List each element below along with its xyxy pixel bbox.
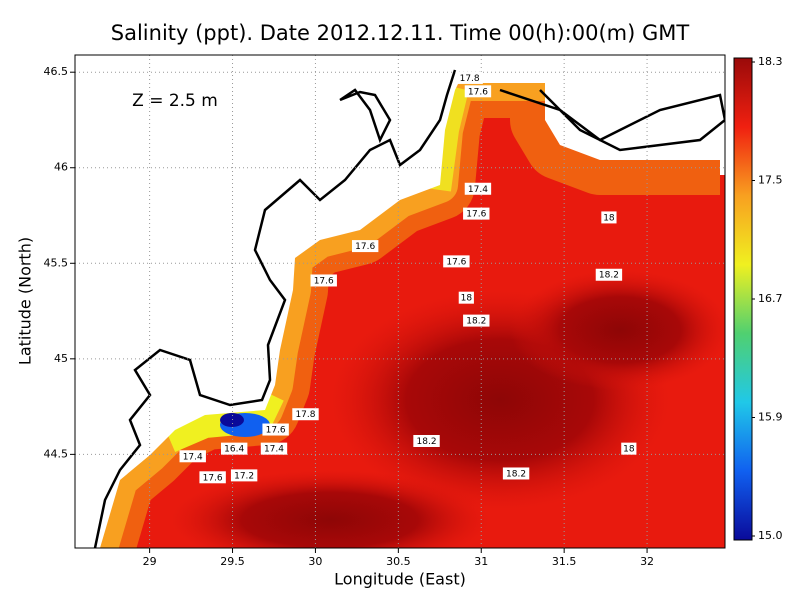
- x-tick-label: 29.5: [220, 555, 245, 568]
- coastline: [93, 69, 457, 548]
- contour-label-box: [463, 207, 490, 220]
- contour-label: 17.8: [460, 74, 480, 84]
- x-tick-label: 32: [640, 555, 654, 568]
- contour-label-box: [502, 467, 530, 480]
- y-tick-label: 46.5: [44, 65, 69, 78]
- contour-label: 18.2: [506, 469, 526, 479]
- contour-label: 18.2: [466, 317, 486, 327]
- contour-label: 17.2: [234, 471, 254, 481]
- chart-title: Salinity (ppt). Date 2012.12.11. Time 00…: [111, 21, 690, 45]
- contour-label-box: [179, 450, 206, 463]
- contour-label-box: [230, 469, 258, 482]
- y-tick-label: 46: [54, 161, 68, 174]
- high-salinity-area: [170, 470, 490, 548]
- contour-label-box: [458, 291, 474, 304]
- contour-label: 16.4: [224, 445, 244, 455]
- colorbar-tick-label: 18.3: [758, 55, 783, 68]
- contour-label: 18.2: [599, 271, 619, 281]
- contour-label: 17.4: [264, 445, 284, 455]
- contour-label-box: [464, 182, 492, 195]
- contour-label-box: [443, 255, 470, 268]
- plot-frame: [74, 54, 726, 549]
- x-tick-label: 31.5: [552, 555, 577, 568]
- coastline: [499, 88, 725, 152]
- contour-label-box: [621, 442, 637, 455]
- contour-label: 17.4: [468, 185, 488, 195]
- contour-label-box: [220, 442, 248, 455]
- contour-label: 18: [603, 213, 615, 223]
- contour-label-box: [292, 408, 319, 421]
- contour-label: 17.6: [466, 210, 486, 220]
- fresh-plume: [220, 413, 244, 427]
- contour-label: 18: [623, 445, 635, 455]
- contour-label: 17.6: [468, 87, 488, 97]
- coastline: [339, 88, 392, 144]
- contour-label: 17.6: [266, 426, 286, 436]
- y-tick-label: 44.5: [44, 447, 69, 460]
- contour-label-box: [595, 268, 623, 281]
- contour-label: 17.6: [203, 473, 223, 483]
- map-field: [75, 55, 725, 548]
- contour-label-box: [464, 85, 492, 98]
- y-tick-label: 45.5: [44, 256, 69, 269]
- colorbar-tick-label: 15.9: [758, 411, 783, 424]
- contour-label-box: [262, 423, 289, 436]
- colorbar: 15.0 15.9 16.7 17.5 18.3: [733, 55, 783, 542]
- contour-label-box: [463, 314, 490, 327]
- contour-label-box: [413, 434, 440, 447]
- contour-label-box: [310, 274, 337, 287]
- contour-label-box: [601, 211, 617, 224]
- y-axis-label: Latitude (North): [16, 237, 35, 365]
- contour-label: 18.2: [417, 437, 437, 447]
- contour-label-box: [260, 442, 288, 455]
- contour-label: 17.6: [446, 257, 466, 267]
- x-tick-label: 31: [474, 555, 488, 568]
- contour-label-box: [456, 71, 483, 84]
- x-tick-label: 30: [308, 555, 322, 568]
- contour-label: 17.6: [314, 276, 334, 286]
- contour-label: 17.8: [295, 410, 315, 420]
- colorbar-tick-label: 17.5: [758, 174, 783, 187]
- colorbar-scale: [733, 57, 753, 541]
- land: [75, 55, 725, 548]
- x-tick-label: 29: [143, 555, 157, 568]
- x-axis-label: Longitude (East): [334, 570, 466, 589]
- y-tick-label: 45: [54, 352, 68, 365]
- contour-label: 18: [461, 294, 473, 304]
- colorbar-tick-label: 15.0: [758, 529, 783, 542]
- high-salinity-area: [510, 270, 725, 390]
- contour-label-box: [351, 240, 379, 253]
- contour-label: 17.4: [183, 452, 203, 462]
- depth-annotation: Z = 2.5 m: [132, 91, 218, 111]
- x-tick-label: 30.5: [386, 555, 411, 568]
- colorbar-tick-label: 16.7: [758, 292, 783, 305]
- contour-label-box: [199, 471, 226, 484]
- fresh-band: [429, 85, 469, 192]
- contour-labels: 17.8 17.6 17.4 17.6 18 17.6 17.6 18.2 17.6 18 18.2…: [179, 71, 637, 484]
- contour-label: 17.6: [355, 242, 375, 252]
